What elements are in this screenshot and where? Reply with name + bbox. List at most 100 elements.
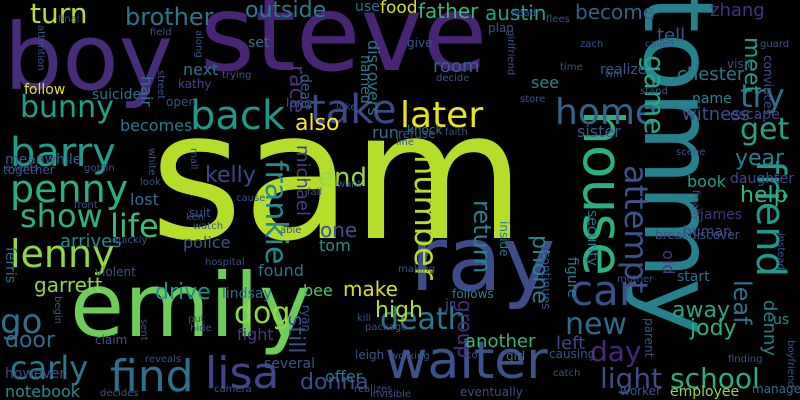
word-end: end [318,163,367,193]
word-together: together [3,163,55,177]
word-named: named [357,55,373,104]
word-several: several [264,356,316,372]
word-run: run [372,123,399,142]
word-decides: decides [100,388,139,399]
word-barry: barry [10,130,116,176]
word-day: day [590,335,642,368]
word-brother: brother [125,3,214,31]
word-garrett: garrett [34,273,103,297]
word-realize: realize [600,62,647,78]
word-watch: watch [193,221,224,232]
word-help: help [740,183,788,208]
word-kathy: kathy [178,77,212,91]
word-high: high [375,298,423,323]
word-continues: continues [539,251,553,310]
word-turn: turn [30,0,88,30]
word-emily: emily [70,254,311,357]
word-however: however [5,366,66,382]
word-realizes: realizes [354,384,393,395]
word-want: want [337,179,362,190]
word-name: name [692,91,732,107]
word-open: open [166,95,196,109]
word-time: time [560,62,583,73]
word-drive: drive [155,280,211,305]
word-jr: jr [445,297,455,313]
word-kill: kill [357,313,372,324]
word-stand: stand [640,86,668,97]
word-finding: finding [728,354,763,365]
word-lindsay: lindsay [222,286,272,302]
word-also: also [295,111,340,136]
word-death: death [380,302,467,337]
word-breakdiscover: breakdiscover [655,228,740,242]
word-new: new [565,307,628,342]
word-put: put [188,314,205,325]
word-frankie: frankie [258,160,293,265]
word-final: final [58,14,80,25]
word-mother: mother [617,274,654,285]
word-old: old [659,250,678,275]
word-light: light [600,362,663,395]
word-goblin: goblin [84,163,115,174]
word-father: father [418,0,479,23]
word-dog: dog [234,296,291,331]
word-lake: lake [336,102,357,113]
word-ken: ken [186,212,204,223]
word-front: front [74,200,98,211]
word-boy: boy [4,4,174,111]
word-sister: sister [577,122,621,141]
word-ryan: ryan [299,305,313,332]
word-employee: employee [670,384,740,400]
word-tell: tell [657,25,686,46]
word-book: book [687,172,726,191]
word-number: number [407,155,445,280]
word-carly: carly [10,349,89,387]
word-see: see [531,73,560,92]
word-parent: parent [642,318,656,358]
word-reveals: reveals [145,354,182,365]
word-life: life [110,207,159,245]
word-violent: violent [95,265,136,279]
word-causing: causing [549,347,596,361]
word-become: become [575,0,656,24]
word-head: head [511,8,536,19]
word-austin: austin [485,1,547,25]
word-start: start [677,269,710,285]
word-street: street [155,70,166,100]
word-back: back [190,93,286,139]
word-security: security [584,210,600,266]
word-outside: outside [245,0,327,23]
word-lenny: lenny [10,232,115,276]
word-begin: begin [52,296,63,324]
word-us: us [773,312,790,328]
word-zhang: zhang [710,0,765,21]
word-meanwhile: meanwhile [5,152,82,168]
word-home: home [555,92,658,133]
word-lisa: lisa [205,348,280,399]
word-fall: fall [307,187,323,198]
word-lost: lost [130,190,159,209]
word-claim: claim [95,333,128,347]
word-kelly: kelly [205,163,256,188]
word-camera: camera [214,384,252,395]
word-walter: walter [385,331,548,391]
word-take: take [310,87,397,133]
word-guard: guard [760,39,790,50]
word-store: store [520,94,546,105]
word-fight: fight [237,325,274,344]
word-door: door [5,328,55,353]
word-suit: suit [189,206,211,220]
word-along: along [193,30,204,58]
word-invisible: invisible [370,389,412,400]
word-make: make [343,277,398,301]
word-arrives: arrives [60,231,122,252]
word-faith: faith [445,127,468,138]
word-school: school [670,362,760,395]
word-figure: figure [564,257,580,298]
word-making: making [398,264,436,275]
word-line: line [396,137,415,148]
word-next: next [183,60,219,79]
word-look: look [140,177,161,188]
word-away: away [672,298,730,323]
